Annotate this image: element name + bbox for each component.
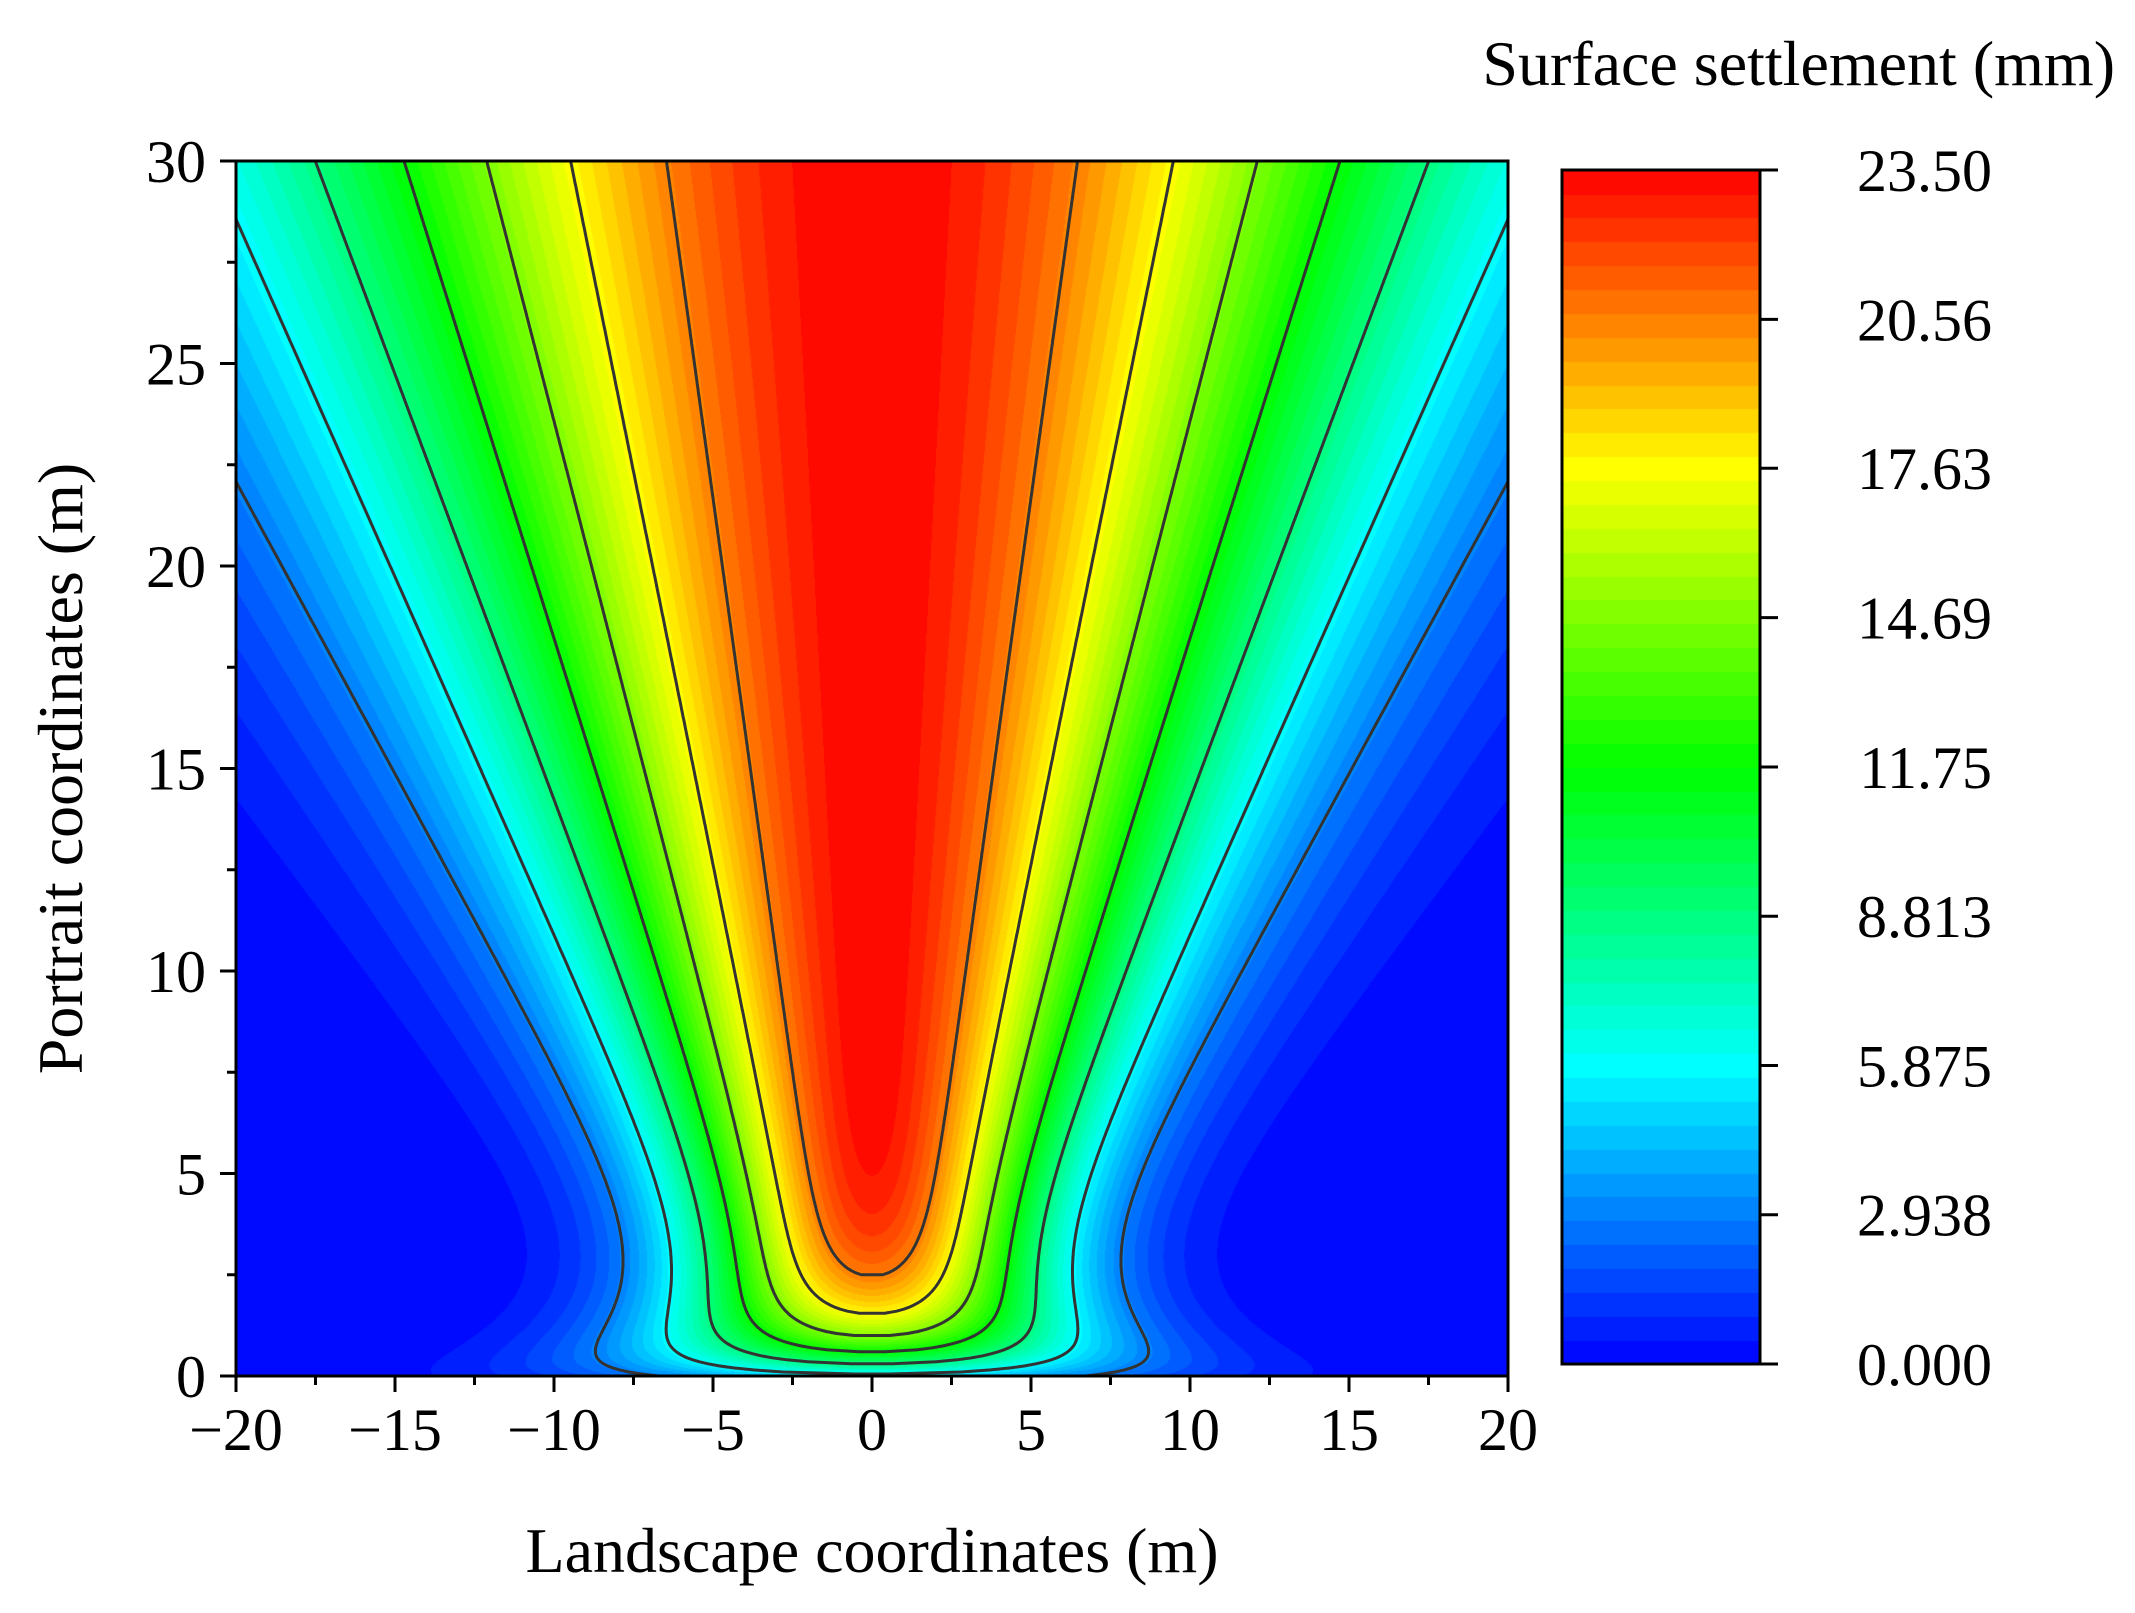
colorbar-tick-label: 14.69 bbox=[1857, 586, 1992, 652]
x-tick-label: −10 bbox=[507, 1397, 601, 1463]
contour-line-2 bbox=[313, 161, 1431, 1366]
x-tick-label: −20 bbox=[189, 1397, 283, 1463]
colorbar-tick-label: 11.75 bbox=[1859, 735, 1992, 801]
contour-line-3 bbox=[402, 161, 1342, 1354]
y-tick-label: 0 bbox=[176, 1344, 206, 1410]
contour-plot-area bbox=[236, 161, 1508, 1376]
y-tick-label: 15 bbox=[146, 737, 206, 803]
colorbar-tick-label: 23.50 bbox=[1857, 138, 1992, 204]
contour-line-1 bbox=[236, 185, 1508, 1376]
colorbar-gradient bbox=[1562, 170, 1760, 1364]
colorbar-title: Surface settlement (mm) bbox=[1482, 28, 2115, 99]
contour-line-0 bbox=[236, 452, 1508, 1376]
contour-line-5 bbox=[569, 161, 1175, 1315]
colorbar-tick-label: 8.813 bbox=[1857, 884, 1992, 950]
x-axis-ticks: −20 −15 −10 −5 0 5 10 15 20 bbox=[189, 1376, 1538, 1463]
colorbar-tick-label: 17.63 bbox=[1857, 436, 1992, 502]
y-tick-label: 25 bbox=[146, 332, 206, 398]
y-axis-ticks: 0 5 10 15 20 25 30 bbox=[146, 129, 236, 1410]
x-tick-label: 20 bbox=[1478, 1397, 1538, 1463]
colorbar-tick-label: 2.938 bbox=[1857, 1183, 1992, 1249]
y-tick-label: 5 bbox=[176, 1142, 206, 1208]
colorbar-frame bbox=[1560, 168, 1762, 1366]
colorbar-tick-label: 20.56 bbox=[1857, 287, 1992, 353]
colorbar-tick-label: 5.875 bbox=[1857, 1034, 1992, 1100]
y-tick-label: 30 bbox=[146, 129, 206, 195]
plot-frame bbox=[234, 159, 1510, 1378]
contour-line-4 bbox=[485, 161, 1259, 1337]
x-tick-label: 15 bbox=[1319, 1397, 1379, 1463]
contour-line-6 bbox=[665, 161, 1079, 1277]
x-tick-label: 10 bbox=[1160, 1397, 1220, 1463]
x-tick-label: 0 bbox=[857, 1397, 887, 1463]
x-tick-label: −15 bbox=[348, 1397, 442, 1463]
contour-lines bbox=[236, 161, 1508, 1376]
y-axis-label: Portrait coordinates (m) bbox=[25, 463, 96, 1074]
y-tick-label: 20 bbox=[146, 534, 206, 600]
x-tick-label: 5 bbox=[1016, 1397, 1046, 1463]
x-axis-label: Landscape coordinates (m) bbox=[525, 1515, 1218, 1586]
axes bbox=[234, 159, 1762, 1378]
colorbar-tick-label: 0.000 bbox=[1857, 1332, 1992, 1398]
y-tick-label: 10 bbox=[146, 939, 206, 1005]
colorbar-ticks: 23.50 20.56 17.63 14.69 11.75 8.813 5.875 2.938… bbox=[1760, 138, 1992, 1398]
x-tick-label: −5 bbox=[681, 1397, 745, 1463]
